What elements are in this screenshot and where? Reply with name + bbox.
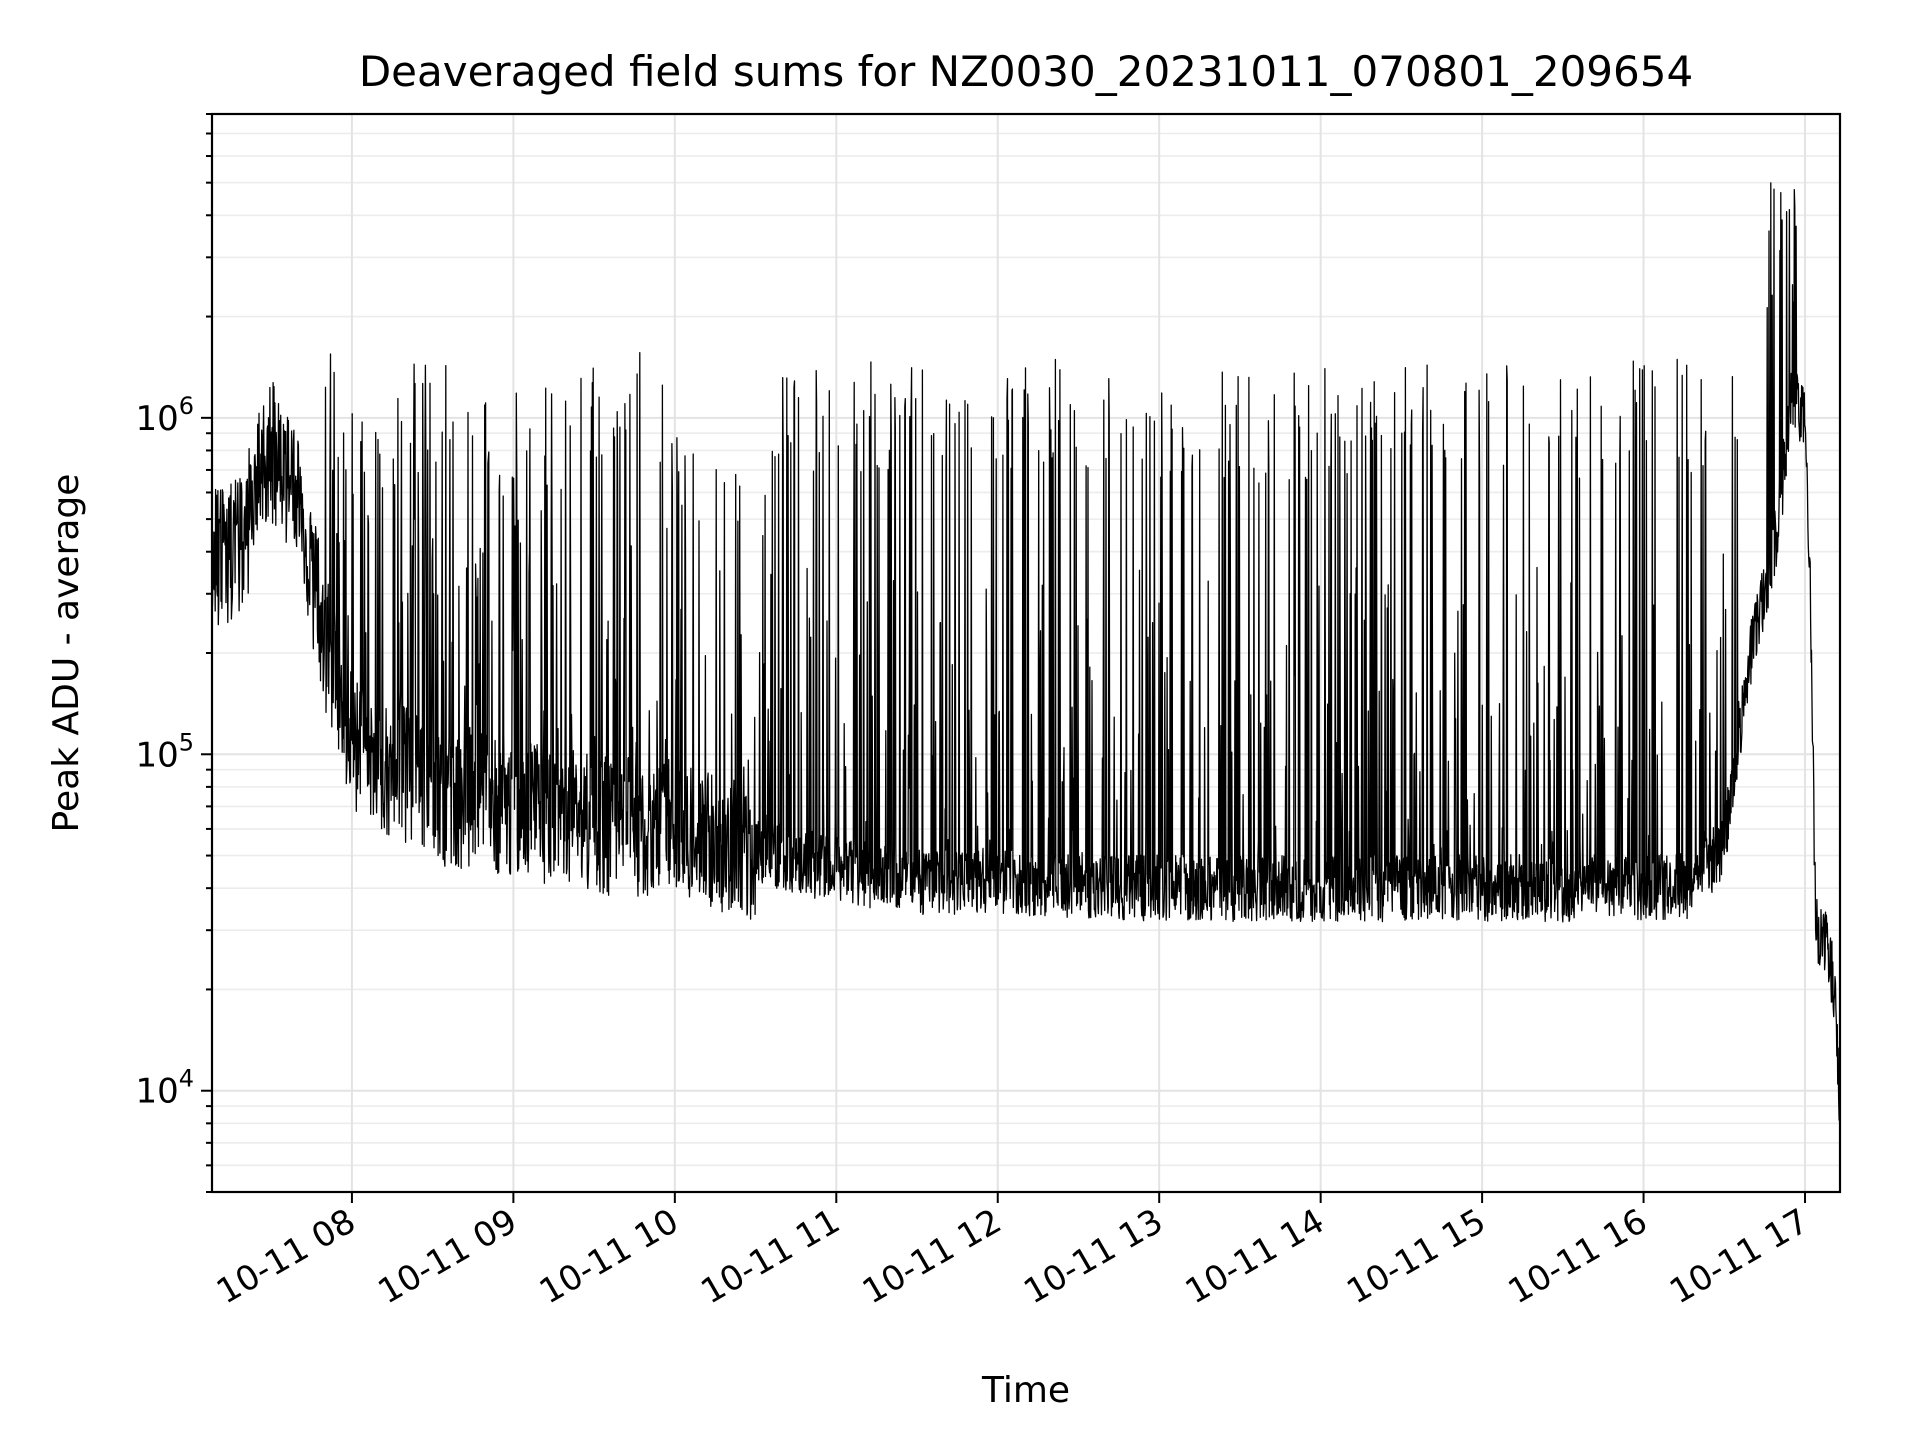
- y-axis-label: Peak ADU - average: [46, 474, 87, 833]
- y-tick-label: 104: [135, 1065, 194, 1112]
- y-tick-label: 105: [135, 728, 194, 775]
- series-layer: [211, 182, 1841, 1121]
- chart-title: Deaveraged field sums for NZ0030_2023101…: [359, 47, 1693, 96]
- x-axis-label: Time: [981, 1370, 1070, 1411]
- series-line: [211, 182, 1841, 1121]
- y-tick-label: 106: [135, 392, 194, 439]
